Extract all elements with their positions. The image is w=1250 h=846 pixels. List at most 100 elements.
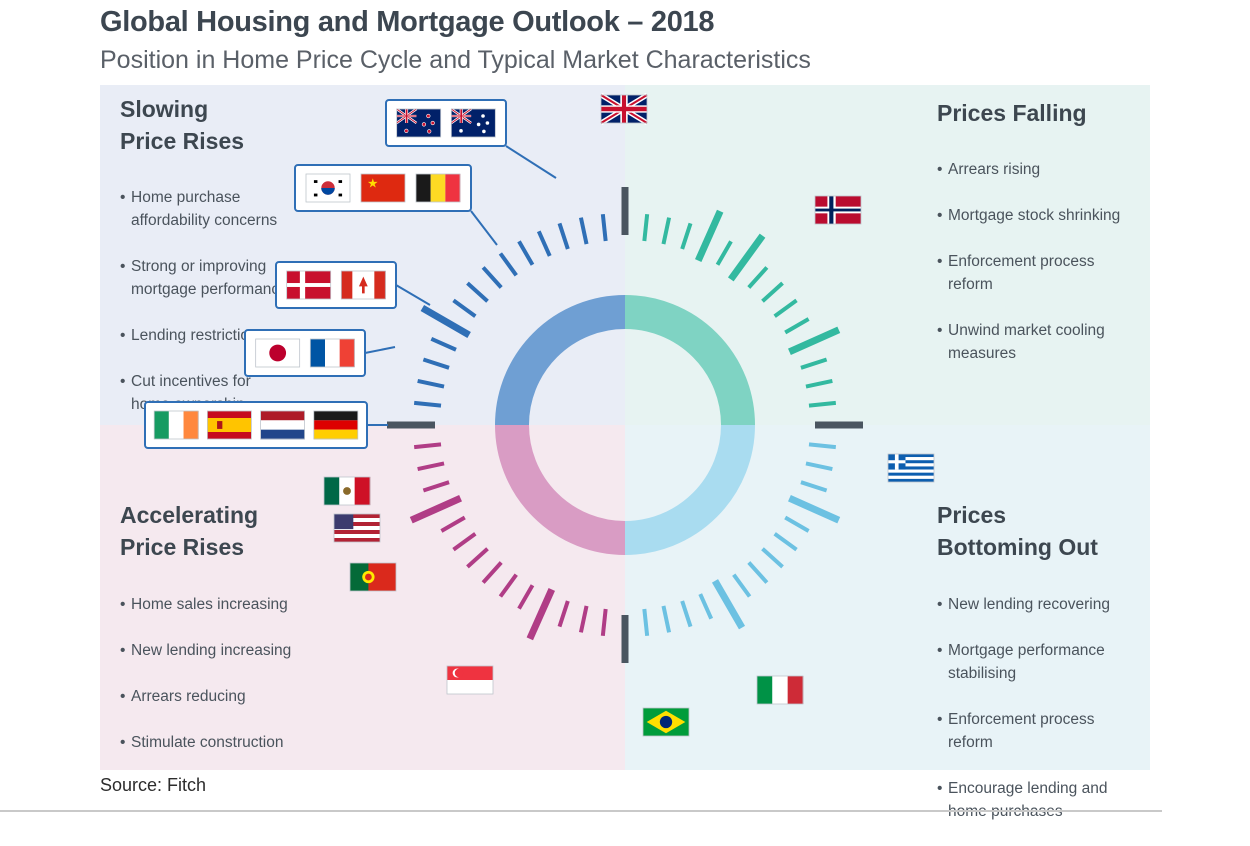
flag-callout: ★ [294, 164, 498, 246]
list-item: Enforcement process reform [937, 708, 1110, 754]
flag-no-icon [814, 195, 862, 225]
list-item: Arrears reducing [120, 685, 291, 708]
cycle-tick [452, 532, 477, 552]
cycle-tick [808, 400, 837, 408]
list-item: Home purchase affordability concerns [120, 186, 288, 232]
flag-br-icon [642, 707, 690, 737]
flag-callout [244, 329, 396, 377]
flag-fr-icon [309, 338, 355, 368]
cycle-tick [452, 298, 477, 318]
flag-mx-icon [323, 476, 371, 506]
cycle-tick [698, 593, 714, 620]
cycle-tick [761, 281, 784, 303]
quadrant-list-bottoming: New lending recovering Mortgage performa… [937, 570, 1110, 846]
cycle-tick [788, 326, 841, 355]
cycle-tick [420, 304, 471, 339]
cycle-tick [642, 608, 650, 637]
list-item: New lending recovering [937, 593, 1110, 616]
cycle-tick [578, 217, 589, 245]
flag-kr-icon [305, 173, 351, 203]
cycle-tick [661, 217, 672, 245]
cycle-tick [440, 515, 466, 533]
cycle-tick [536, 230, 552, 257]
cycle-tick [557, 600, 570, 628]
cycle-tick [805, 378, 833, 389]
flag-cn-icon: ★ [360, 173, 406, 203]
cycle-tick [761, 547, 784, 569]
cycle-tick [680, 222, 693, 250]
cycle-tick [727, 233, 766, 282]
quadrant-list-falling: Arrears rising Mortgage stock shrinking … [937, 135, 1120, 388]
flag-nl-icon [260, 410, 306, 440]
cycle-tick [413, 400, 442, 408]
flag-es-icon [206, 410, 252, 440]
cycle-tick [808, 442, 837, 450]
cycle-tick [413, 442, 442, 450]
source-note: Source: Fitch [100, 775, 207, 795]
quadrant-title-slowing: Slowing Price Rises [120, 96, 245, 154]
quadrant-title-bottoming: Prices Bottoming Out [937, 502, 1098, 560]
cycle-tick [773, 532, 798, 552]
ring-segment-bottoming [624, 424, 755, 555]
callout-leader [395, 284, 431, 306]
list-item: Mortgage stock shrinking [937, 204, 1120, 227]
flag-dk-icon [286, 270, 332, 300]
cycle-tick [481, 561, 503, 584]
list-item: Mortgage performance stabilising [937, 639, 1110, 685]
list-item: Home sales increasing [120, 593, 291, 616]
cycle-tick [784, 515, 810, 533]
cycle-tick [661, 605, 672, 633]
cycle-tick [784, 317, 810, 335]
cycle-tick [805, 461, 833, 472]
cycle-tick [747, 561, 769, 584]
list-item: Stimulate construction [120, 731, 291, 754]
flag-ie-icon [153, 410, 199, 440]
cycle-tick [417, 378, 445, 389]
cycle-tick [430, 336, 457, 352]
cycle-tick [695, 209, 724, 262]
flag-ca-icon [340, 270, 386, 300]
cycle-tick [481, 266, 503, 289]
list-item: Arrears rising [937, 158, 1120, 181]
cycle-tick [773, 298, 798, 318]
cycle-tick [642, 213, 650, 242]
bottom-divider [0, 810, 1162, 812]
flag-callout [144, 401, 388, 449]
flag-pt-icon [349, 562, 397, 592]
list-item: Enforcement process reform [937, 250, 1120, 296]
flag-callout [275, 261, 431, 309]
cycle-tick [422, 357, 450, 370]
cycle-tick [422, 480, 450, 493]
cycle-tick [526, 588, 555, 641]
cycle-tick [600, 213, 608, 242]
cycle-tick [557, 222, 570, 250]
callout-leader [505, 145, 557, 179]
cycle-tick [715, 240, 733, 266]
cycle-tick [680, 600, 693, 628]
cycle-tick [578, 605, 589, 633]
list-item: New lending increasing [120, 639, 291, 662]
ring-segment-falling [624, 295, 755, 426]
cycle-tick [800, 357, 828, 370]
ring-segment-accelerating [495, 424, 626, 555]
cycle-tick [800, 480, 828, 493]
cycle-tick [517, 584, 535, 610]
flag-gr-icon [887, 453, 935, 483]
cycle-tick [711, 579, 746, 630]
flag-it-icon [756, 675, 804, 705]
list-item: Encourage lending and home purchases [937, 777, 1110, 823]
chart-title: Global Housing and Mortgage Outlook – 20… [100, 6, 715, 38]
flag-us-icon [333, 513, 381, 543]
cycle-tick [417, 461, 445, 472]
flag-callout [385, 99, 557, 179]
chart-subtitle: Position in Home Price Cycle and Typical… [100, 46, 811, 74]
quadrant-title-falling: Prices Falling [937, 100, 1087, 126]
ring-segment-slowing [495, 295, 626, 426]
cycle-tick [788, 495, 841, 524]
cycle-tick [517, 240, 535, 266]
cycle-tick [498, 573, 518, 598]
flag-sg-icon [446, 665, 494, 695]
cycle-tick [498, 252, 518, 277]
cycle-tick [600, 608, 608, 637]
list-item: Strong or improving mortgage performance [120, 255, 288, 301]
